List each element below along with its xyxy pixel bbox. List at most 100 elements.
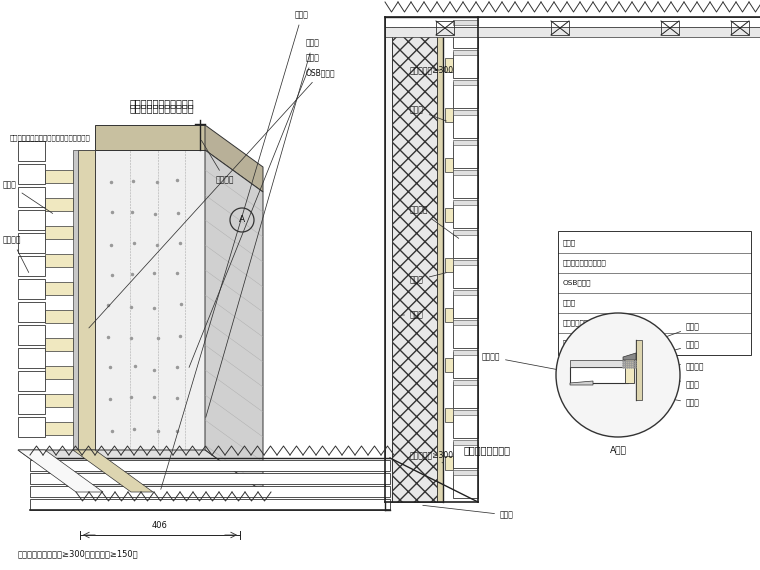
Text: 顺水条: 顺水条 <box>3 181 52 213</box>
Polygon shape <box>78 150 95 450</box>
Polygon shape <box>18 233 45 253</box>
Bar <box>436 21 454 35</box>
Polygon shape <box>18 279 45 299</box>
Text: 墙管柱（内夹保温棉）: 墙管柱（内夹保温棉） <box>563 260 606 266</box>
Bar <box>453 350 478 355</box>
Bar <box>453 470 478 475</box>
Bar <box>453 172 478 198</box>
Bar <box>453 292 478 318</box>
Polygon shape <box>18 187 45 207</box>
Bar <box>392 17 437 502</box>
Polygon shape <box>95 125 205 150</box>
Text: 顺水条: 顺水条 <box>161 10 309 489</box>
Bar <box>453 82 478 108</box>
Polygon shape <box>18 371 45 391</box>
Bar <box>445 158 453 172</box>
Text: A: A <box>239 215 245 225</box>
Polygon shape <box>45 226 73 239</box>
Bar <box>453 22 478 48</box>
Text: 楔形垫片: 楔形垫片 <box>635 357 705 372</box>
Text: 墙管柱: 墙管柱 <box>189 54 320 368</box>
Text: 石膏板: 石膏板 <box>563 240 576 246</box>
Polygon shape <box>570 381 593 385</box>
Bar <box>453 442 478 468</box>
Polygon shape <box>45 422 73 435</box>
Bar <box>636 340 642 400</box>
Text: 挂板外墙构造层次示意图: 挂板外墙构造层次示意图 <box>130 103 195 113</box>
Text: 顺水条空气层: 顺水条空气层 <box>563 320 589 326</box>
Bar <box>453 112 478 138</box>
Bar <box>385 17 392 502</box>
Polygon shape <box>18 417 45 437</box>
Bar <box>661 21 679 35</box>
Text: 顺水条: 顺水条 <box>410 105 446 121</box>
Polygon shape <box>45 366 73 379</box>
Bar <box>453 322 478 348</box>
Polygon shape <box>45 338 73 351</box>
Bar <box>453 230 478 235</box>
Bar <box>445 408 453 422</box>
Polygon shape <box>73 450 153 492</box>
Bar <box>570 360 628 367</box>
Polygon shape <box>18 348 45 368</box>
Bar <box>30 473 390 484</box>
Bar <box>453 20 478 25</box>
Bar <box>570 367 628 383</box>
Text: 返水板: 返水板 <box>591 385 700 408</box>
Bar <box>453 410 478 415</box>
Polygon shape <box>205 125 263 192</box>
Bar <box>558 231 751 355</box>
Bar <box>445 358 453 372</box>
Bar <box>445 308 453 322</box>
Polygon shape <box>45 394 73 407</box>
Text: 防虫网: 防虫网 <box>631 366 700 389</box>
Text: 外墙挂板: 外墙挂板 <box>482 352 567 372</box>
Bar <box>453 50 478 55</box>
Bar <box>453 472 478 498</box>
Bar <box>445 258 453 272</box>
Bar <box>453 290 478 295</box>
Polygon shape <box>18 325 45 345</box>
Text: 墙管柱: 墙管柱 <box>402 311 424 320</box>
Polygon shape <box>18 302 45 322</box>
Polygon shape <box>18 450 263 492</box>
Bar <box>453 412 478 438</box>
Bar <box>453 110 478 115</box>
Text: 顺水条: 顺水条 <box>410 272 446 284</box>
Text: 呼吸纸: 呼吸纸 <box>641 323 700 346</box>
Bar <box>551 21 569 35</box>
Text: 挂板饰面: 挂板饰面 <box>3 235 29 272</box>
Text: 外墙挂板: 外墙挂板 <box>563 340 581 347</box>
Text: 顺水条: 顺水条 <box>631 340 700 363</box>
Text: 挂板外墙构造层次示意图: 挂板外墙构造层次示意图 <box>130 98 195 108</box>
Bar <box>453 260 478 265</box>
Polygon shape <box>45 170 73 183</box>
Polygon shape <box>18 256 45 276</box>
Polygon shape <box>45 310 73 323</box>
Bar <box>385 27 760 37</box>
Polygon shape <box>18 394 45 414</box>
Text: 顺水条: 顺水条 <box>423 506 514 519</box>
Text: 注：呼吸纸竖向搭接≥300，横向搭接≥150。: 注：呼吸纸竖向搭接≥300，横向搭接≥150。 <box>18 549 138 559</box>
Polygon shape <box>73 150 78 450</box>
Bar <box>453 200 478 205</box>
Polygon shape <box>18 164 45 184</box>
Bar <box>453 170 478 175</box>
Bar <box>453 382 478 408</box>
Text: 挂板内外转角节点: 挂板内外转角节点 <box>464 445 511 455</box>
Bar <box>30 486 390 497</box>
Text: 呼吸纸搭接≥300: 呼吸纸搭接≥300 <box>410 450 454 463</box>
Bar <box>445 108 453 122</box>
Text: 外墙挂板: 外墙挂板 <box>410 206 459 238</box>
Polygon shape <box>45 282 73 295</box>
Bar <box>453 262 478 288</box>
Polygon shape <box>18 210 45 230</box>
Bar <box>445 208 453 222</box>
Bar <box>437 17 443 502</box>
Bar <box>453 202 478 228</box>
Bar <box>453 140 478 145</box>
Bar <box>453 52 478 78</box>
Bar <box>453 320 478 325</box>
Bar <box>453 142 478 168</box>
Bar <box>625 358 634 383</box>
